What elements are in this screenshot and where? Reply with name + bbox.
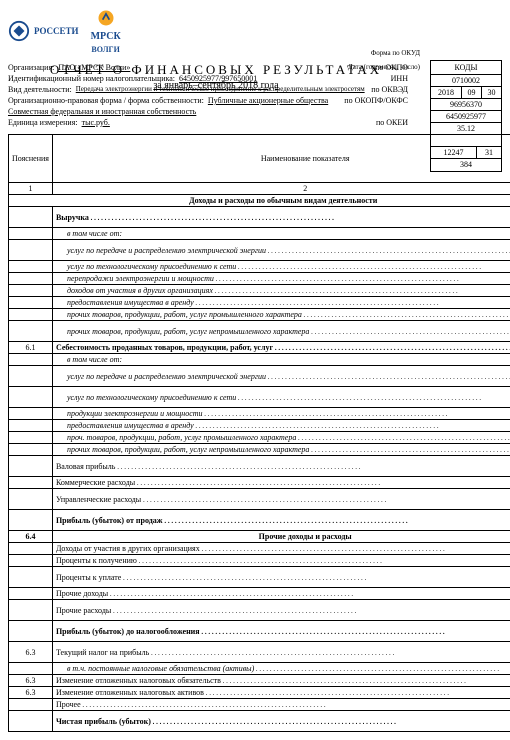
table-row: Выручка211046 608 22242 433 816: [9, 207, 510, 228]
units-label: Единица измерения:: [8, 118, 78, 127]
table-row: в том числе от:: [9, 354, 510, 366]
th-n2: 2: [52, 183, 510, 195]
codes-box: КОДЫ 0710002 2018 09 30 96956370 6450925…: [430, 60, 502, 172]
okved-code: 35.12: [431, 123, 501, 135]
rosseti-logo: РОССЕТИ: [8, 20, 79, 42]
date-d: 30: [481, 87, 501, 99]
okved-label: по ОКВЭД: [371, 85, 408, 94]
ownership-line: Совместная федеральная и иностранная соб…: [8, 107, 408, 116]
form-code: 0710002: [431, 75, 501, 87]
financial-table: Пояснения Наименование показателя Код ст…: [8, 134, 510, 732]
table-row: Прочие расходы2350(469 172)(799 748): [9, 600, 510, 621]
codes-header: КОДЫ: [431, 61, 501, 75]
inn-value: 6450925977/997650001: [179, 74, 257, 83]
org-value: ПАО «МРСК Волги»: [58, 63, 130, 72]
form-own-label: Организационно-правовая форма / форма со…: [8, 96, 204, 105]
table-row: услуг по технологическому присоединению …: [9, 387, 510, 408]
table-row: предоставления имущества в аренду2127(23…: [9, 420, 510, 432]
rosseti-label: РОССЕТИ: [34, 26, 79, 36]
table-row: Прочее2460(86 668)9 424: [9, 699, 510, 711]
mrsk-logo: МРСК ВОЛГИ: [91, 8, 121, 54]
table-row: Прибыль (убыток) от продаж22004 094 7864…: [9, 510, 510, 531]
table-row: Проценты к уплате2330(114 707)(429 732): [9, 567, 510, 588]
table-row: прочих товаров, продукции, работ, услуг …: [9, 444, 510, 456]
date-y: 2018: [431, 87, 461, 99]
table-row: Чистая прибыль (убыток)24003 071 3672 59…: [9, 711, 510, 732]
mrsk-label: МРСК: [91, 32, 121, 42]
date-m: 09: [461, 87, 481, 99]
okei-label: по ОКЕИ: [376, 118, 408, 127]
form-label: Форма по ОКУД: [348, 46, 420, 60]
table-row: Проценты к получению2320122 751138 000: [9, 555, 510, 567]
table-row: доходов от участия в других организациях…: [9, 285, 510, 297]
poj-64: 6.4: [9, 531, 53, 543]
table-row: предоставления имущества в аренду2117104…: [9, 297, 510, 309]
section1-header: Доходы и расходы по обычным видам деятел…: [9, 195, 510, 207]
table-row: Прибыль (убыток) до налогообложения23004…: [9, 621, 510, 642]
okpo-code: 96956370: [431, 99, 501, 111]
th-n1: 1: [9, 183, 53, 195]
okopf2: 31: [476, 147, 501, 159]
org-label: Организация:: [8, 63, 54, 72]
table-row: 6.1Себестоимость проданных товаров, прод…: [9, 342, 510, 354]
activity-label: Вид деятельности:: [8, 85, 72, 94]
form-own-value: Публичные акционерные общества: [208, 96, 328, 105]
table-row: Валовая прибыль21004 919 5094 946 542: [9, 456, 510, 477]
table-row: в т.ч. постоянные налоговые обязательств…: [9, 663, 510, 675]
logo-row: РОССЕТИ МРСК ВОЛГИ: [8, 8, 502, 54]
table-row: прочих товаров, продукции, работ, услуг …: [9, 321, 510, 342]
okei-code: 384: [431, 159, 501, 171]
table-row: в том числе от:: [9, 228, 510, 240]
table-row: Управленческие расходы2220(824 723)(839 …: [9, 489, 510, 510]
mrsk-icon: [92, 8, 120, 28]
units-value: тыс.руб.: [82, 118, 110, 127]
table-row: Доходы от участия в других организациях2…: [9, 543, 510, 555]
inn-code: 6450925977: [431, 111, 501, 123]
table-row: проч. товаров, продукции, работ, услуг п…: [9, 432, 510, 444]
okopf-label: по ОКОПФ/ОКФС: [344, 96, 408, 105]
table-row: услуг по передаче и распределению электр…: [9, 240, 510, 261]
table-row: услуг по технологическому присоединению …: [9, 261, 510, 273]
inn-rlab: ИНН: [391, 74, 408, 83]
table-row: Коммерческие расходы2210--: [9, 477, 510, 489]
date-label: Дата (год, месяц, число): [348, 60, 420, 74]
inn-label: Идентификационный номер налогоплательщик…: [8, 74, 175, 83]
okopf1: 12247: [431, 147, 476, 159]
th-poj: Пояснения: [9, 135, 53, 183]
activity-value: Передача электроэнергии и технологическо…: [76, 85, 365, 94]
rosseti-icon: [8, 20, 30, 42]
table-row: продукции электроэнергии и мощности2123-…: [9, 408, 510, 420]
volgi-label: ВОЛГИ: [91, 46, 119, 54]
table-row: перепродажи электроэнергии и мощности211…: [9, 273, 510, 285]
table-row: услуг по передаче и распределению электр…: [9, 366, 510, 387]
table-row: 6.3Текущий налог на прибыль2410(1 255 20…: [9, 642, 510, 663]
section2-header: Прочие доходы и расходы: [52, 531, 510, 543]
table-row: Прочие доходы2340667 609582 023: [9, 588, 510, 600]
table-row: прочих товаров, продукции, работ, услуг …: [9, 309, 510, 321]
table-row: 6.3Изменение отложенных налоговых обязат…: [9, 675, 510, 687]
table-row: 6.3Изменение отложенных налоговых активо…: [9, 687, 510, 699]
